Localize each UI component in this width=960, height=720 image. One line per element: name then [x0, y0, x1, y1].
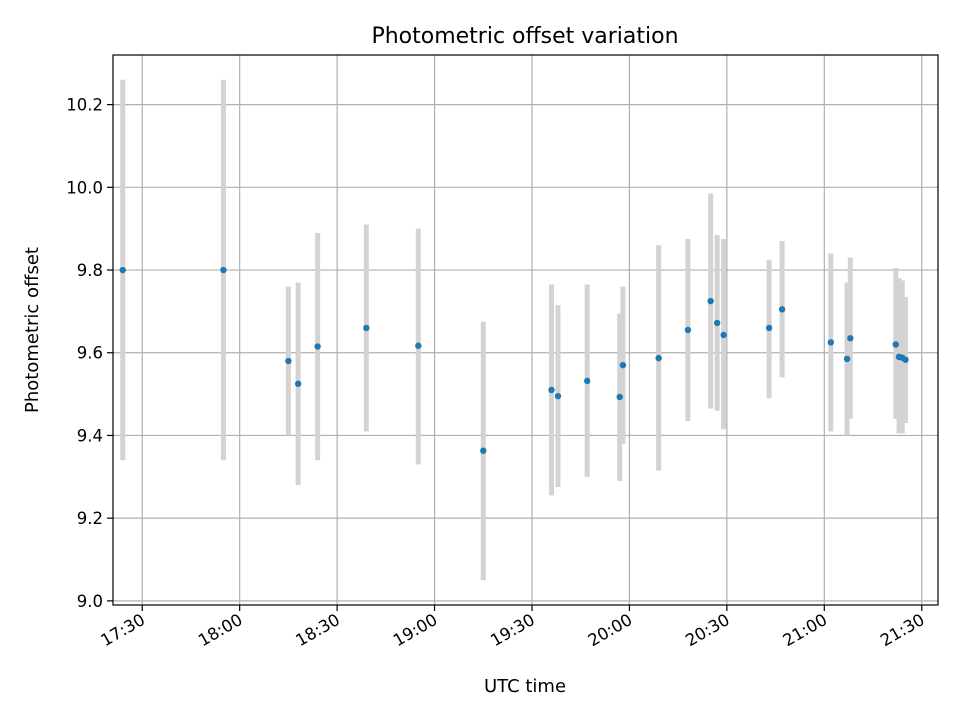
- data-point: [843, 355, 851, 363]
- data-point: [713, 319, 721, 327]
- data-point: [285, 357, 292, 365]
- x-tick-label: 21:30: [877, 610, 928, 650]
- data-point: [294, 380, 302, 387]
- y-axis-label: Photometric offset: [22, 247, 43, 413]
- y-tick-label: 9.8: [77, 261, 103, 280]
- x-tick-label: 18:30: [292, 610, 343, 650]
- data-point: [902, 356, 909, 363]
- data-point: [220, 266, 227, 274]
- data-point: [548, 386, 555, 394]
- y-tick-label: 9.4: [77, 426, 103, 445]
- data-point: [616, 393, 623, 401]
- y-tick-label: 9.0: [77, 592, 103, 611]
- y-tick-label: 10.2: [66, 96, 103, 115]
- data-point: [314, 343, 321, 350]
- y-tick-label: 9.2: [77, 509, 103, 528]
- data-point: [363, 324, 370, 332]
- x-tick-label: 19:00: [390, 610, 441, 650]
- plot-frame: [112, 54, 939, 606]
- x-tick-label: 21:00: [780, 610, 831, 650]
- grid: [113, 55, 938, 605]
- data-point: [684, 326, 692, 334]
- chart-title: Photometric offset variation: [371, 24, 678, 49]
- x-axis: 17:30 18:00 18:30 19:00 19:30 20:00 20:30 21:00…: [98, 605, 928, 650]
- x-tick-label: 17:30: [98, 610, 149, 650]
- data-point: [655, 354, 662, 362]
- data-point: [892, 341, 899, 348]
- data-point: [480, 447, 487, 454]
- data-point: [720, 331, 727, 339]
- x-tick-label: 20:30: [682, 610, 733, 650]
- data-point: [765, 324, 773, 332]
- data-point: [584, 377, 591, 385]
- data-point: [778, 306, 786, 313]
- data-point: [847, 335, 854, 342]
- x-tick-label: 20:00: [585, 610, 636, 650]
- data-point: [415, 342, 422, 349]
- y-tick-label: 9.6: [77, 344, 103, 363]
- data-point: [554, 392, 562, 400]
- y-axis: 9.0 9.2 9.4 9.6 9.8 10.0 10.2: [66, 96, 113, 611]
- x-tick-label: 18:00: [195, 610, 246, 650]
- data-point: [619, 361, 627, 369]
- data-point: [827, 339, 835, 346]
- x-tick-label: 19:30: [487, 610, 538, 650]
- data-points: [119, 266, 909, 454]
- x-axis-label: UTC time: [484, 676, 566, 697]
- data-point: [707, 297, 714, 305]
- data-point: [119, 266, 126, 274]
- y-tick-label: 10.0: [66, 178, 103, 197]
